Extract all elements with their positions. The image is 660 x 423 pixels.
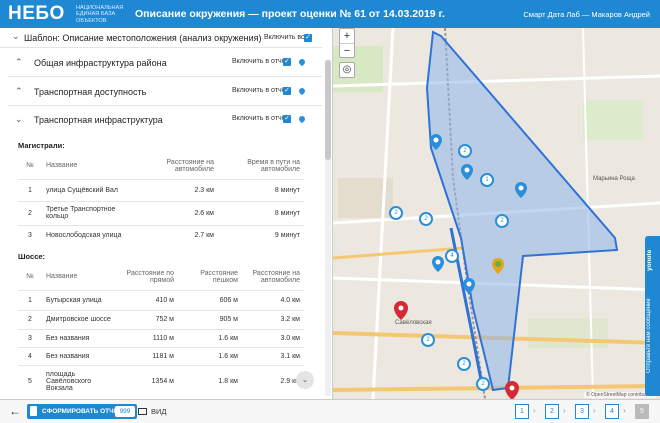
- locate-icon[interactable]: ◎: [339, 62, 355, 78]
- document-icon: [30, 406, 37, 416]
- panel-scrollbar[interactable]: [325, 60, 331, 396]
- chevron-down-icon[interactable]: ⌄: [12, 31, 20, 41]
- arrow-right-icon: ›: [563, 406, 566, 415]
- step-3[interactable]: 3: [575, 404, 589, 419]
- map-attribution[interactable]: © OpenStreetMap contributors: [584, 392, 656, 398]
- col-header: Расстояние на автомобиле: [166, 158, 214, 173]
- include-checkbox[interactable]: ✓: [283, 87, 291, 95]
- include-label: Включить в отчёт: [232, 58, 289, 65]
- zoom-out-button[interactable]: −: [340, 43, 354, 57]
- user-menu[interactable]: Смарт Дата Лаб — Макаров Андрей: [523, 10, 650, 19]
- chevron-down-icon[interactable]: ⌄: [15, 114, 23, 124]
- station-label: Савёловская: [395, 320, 432, 326]
- table-row: 2 Третье Транспортное кольцо 2.6 км 8 ми…: [18, 200, 304, 225]
- template-label: Шаблон: Описание местоположения (анализ …: [24, 33, 262, 43]
- col-header: Расстояние на автомобиле: [252, 269, 300, 284]
- report-count-badge: 999: [115, 406, 135, 417]
- chevron-up-icon[interactable]: ⌃: [15, 57, 23, 67]
- roads-table: № Название Расстояние по прямой Расстоян…: [18, 264, 304, 397]
- table-row: 3 Новослободская улица 2.7 км 9 минут: [18, 224, 304, 245]
- col-header: Название: [46, 162, 78, 170]
- step-1[interactable]: 1: [515, 404, 529, 419]
- app-header: НЕБО НАЦИОНАЛЬНАЯ ЕДИНАЯ БАЗА ОБЪЕКТОВ О…: [0, 0, 660, 28]
- cluster-marker[interactable]: 2: [389, 206, 403, 220]
- include-checkbox[interactable]: ✓: [283, 58, 291, 66]
- template-row: ⌄ Шаблон: Описание местоположения (анали…: [0, 28, 322, 48]
- street: [371, 28, 395, 399]
- chevron-up-icon[interactable]: ⌃: [15, 86, 23, 96]
- table-row: 4 Без названия 1181 м 1.6 км 3.1 км: [18, 346, 304, 365]
- section-transport-infrastructure[interactable]: ⌄ Транспортная инфраструктура Включить в…: [8, 105, 322, 134]
- arrow-right-icon: ›: [533, 406, 536, 415]
- page-title: Описание окружения — проект оценки № 61 …: [135, 8, 445, 20]
- scrollbar-thumb[interactable]: [325, 60, 331, 160]
- generate-report-button[interactable]: СФОРМИРОВАТЬ ОТЧЁТ 999: [27, 404, 137, 419]
- section-title: Транспортная инфраструктура: [34, 115, 163, 125]
- highways-table: № Название Расстояние на автомобиле Врем…: [18, 153, 304, 245]
- cluster-marker[interactable]: 2: [421, 333, 435, 347]
- table-row: 1 Бутырская улица 410 м 606 м 4.0 км: [18, 289, 304, 310]
- table-row: 1 улица Сущёвский Вал 2.3 км 8 минут: [18, 178, 304, 201]
- map-pin-icon[interactable]: [297, 114, 307, 124]
- col-header: Название: [46, 273, 78, 281]
- cluster-marker[interactable]: 2: [458, 144, 472, 158]
- step-navigator: 1 › 2 › 3 › 4 › 5: [515, 404, 655, 420]
- cluster-marker[interactable]: 2: [476, 377, 490, 391]
- view-icon: [138, 408, 147, 415]
- map[interactable]: Марьина Роща Савёловская 2 1 2 2 4 2 2 2…: [333, 28, 660, 399]
- feedback-brand: yonote: [646, 249, 653, 271]
- step-2[interactable]: 2: [545, 404, 559, 419]
- col-header: Расстояние пешком: [200, 269, 238, 284]
- logo[interactable]: НЕБО: [8, 3, 65, 24]
- map-pin-icon[interactable]: [297, 86, 307, 96]
- feedback-tab[interactable]: yonote Отправьте нам сообщение: [645, 236, 660, 396]
- section-title: Общая инфраструктура района: [34, 58, 167, 68]
- step-5[interactable]: 5: [635, 404, 649, 419]
- cluster-marker[interactable]: 2: [457, 357, 471, 371]
- zoom-control: + −: [339, 28, 355, 58]
- bottom-toolbar: ← СФОРМИРОВАТЬ ОТЧЁТ 999 ВИД 1 › 2 › 3 ›…: [0, 399, 660, 423]
- logo-subtitle: НАЦИОНАЛЬНАЯ ЕДИНАЯ БАЗА ОБЪЕКТОВ: [76, 5, 124, 24]
- map-pin-icon[interactable]: [297, 57, 307, 67]
- feedback-label: Отправьте нам сообщение: [646, 298, 652, 374]
- section-transport-access[interactable]: ⌃ Транспортная доступность Включить в от…: [8, 77, 322, 106]
- cluster-marker[interactable]: 2: [495, 214, 509, 228]
- park-area: [583, 100, 643, 140]
- col-header: №: [26, 273, 34, 281]
- generate-report-label: СФОРМИРОВАТЬ ОТЧЁТ: [42, 408, 123, 415]
- arrow-right-icon: ›: [623, 406, 626, 415]
- map-canvas[interactable]: [333, 28, 660, 399]
- col-header: Время в пути на автомобиле: [247, 158, 300, 173]
- park-area: [528, 318, 608, 348]
- major-road: [333, 246, 464, 260]
- table-row: 5 площадь Савёловского Вокзала 1354 м 1.…: [18, 364, 304, 397]
- description-panel: ⌄ Шаблон: Описание местоположения (анали…: [0, 28, 333, 399]
- table-row: 2 Дмитровское шоссе 752 м 905 м 3.2 км: [18, 309, 304, 329]
- cluster-marker[interactable]: 4: [445, 249, 459, 263]
- col-header: Расстояние по прямой: [126, 269, 174, 284]
- section-title: Транспортная доступность: [34, 87, 147, 97]
- include-label: Включить в отчёт: [232, 87, 289, 94]
- roads-label: Шоссе:: [18, 252, 46, 261]
- view-label: ВИД: [151, 407, 167, 416]
- include-checkbox[interactable]: ✓: [283, 115, 291, 123]
- district-label: Марьина Роща: [593, 176, 635, 182]
- include-all-label: Включить все: [264, 34, 309, 41]
- include-all-checkbox[interactable]: ✓: [304, 34, 312, 42]
- street: [333, 74, 660, 88]
- cluster-marker[interactable]: 1: [480, 173, 494, 187]
- table-row: 3 Без названия 1110 м 1.6 км 3.0 км: [18, 328, 304, 347]
- step-4[interactable]: 4: [605, 404, 619, 419]
- route-line: [449, 227, 485, 391]
- col-header: №: [26, 162, 34, 170]
- include-label: Включить в отчёт: [232, 115, 289, 122]
- view-button[interactable]: ВИД: [138, 407, 166, 416]
- zoom-in-button[interactable]: +: [343, 30, 351, 42]
- arrow-right-icon: ›: [593, 406, 596, 415]
- scroll-down-button[interactable]: ⌄: [296, 371, 314, 389]
- highways-label: Магистрали:: [18, 141, 65, 150]
- section-general-infrastructure[interactable]: ⌃ Общая инфраструктура района Включить в…: [8, 48, 322, 77]
- cluster-marker[interactable]: 2: [419, 212, 433, 226]
- back-arrow-icon[interactable]: ←: [9, 404, 21, 418]
